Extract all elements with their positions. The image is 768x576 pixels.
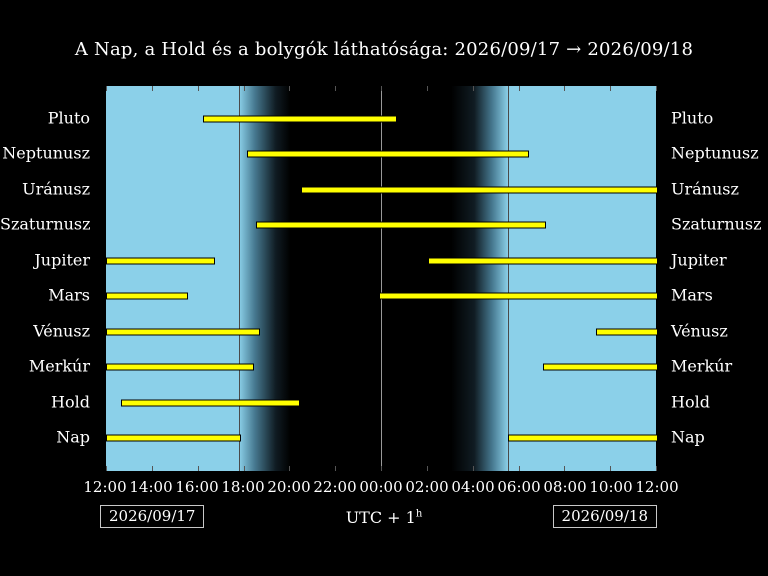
visibility-bar-nap bbox=[508, 434, 658, 442]
x-axis-tick-label: 06:00 bbox=[497, 478, 541, 496]
axis-tick-top bbox=[106, 86, 107, 91]
axis-tick-bottom bbox=[472, 466, 474, 471]
visibility-bar-neptunusz bbox=[246, 150, 529, 158]
axis-tick-bottom bbox=[335, 466, 337, 471]
visibility-bar-uránusz bbox=[300, 186, 658, 193]
timezone-superscript: h bbox=[415, 508, 423, 520]
left-row-label-hold: Hold bbox=[51, 392, 90, 411]
midnight-line bbox=[381, 86, 382, 471]
x-axis-tick-label: 12:00 bbox=[635, 478, 679, 496]
axis-tick-bottom bbox=[289, 466, 291, 471]
visibility-bar-vénusz bbox=[106, 328, 261, 335]
axis-tick-top bbox=[381, 86, 382, 91]
visibility-bar-hold bbox=[120, 399, 301, 406]
sunset-line bbox=[238, 86, 240, 471]
axis-tick-bottom bbox=[426, 466, 428, 471]
left-row-label-uránusz: Uránusz bbox=[22, 179, 90, 198]
sunrise-line bbox=[508, 86, 510, 471]
axis-tick-bottom bbox=[106, 466, 107, 471]
visibility-bar-merkúr bbox=[106, 363, 254, 371]
right-row-label-uránusz: Uránusz bbox=[671, 179, 739, 198]
visibility-bar-mars bbox=[378, 292, 658, 300]
right-row-label-mars: Mars bbox=[671, 285, 713, 305]
x-axis-tick-label: 14:00 bbox=[129, 478, 173, 496]
axis-tick-top bbox=[610, 86, 612, 91]
axis-tick-bottom bbox=[610, 466, 612, 471]
left-row-label-mars: Mars bbox=[48, 285, 90, 305]
visibility-bar-mars bbox=[106, 292, 189, 300]
left-row-labels: Pluto Neptunusz Uránusz Szaturnusz Jupiter Ma… bbox=[0, 85, 97, 472]
visibility-bar-nap bbox=[106, 434, 241, 442]
left-row-label-jupiter: Jupiter bbox=[34, 250, 90, 269]
axis-tick-top bbox=[656, 86, 657, 91]
visibility-bar-jupiter bbox=[106, 257, 215, 264]
right-row-label-neptunusz: Neptunusz bbox=[671, 143, 759, 163]
right-row-label-merkúr: Merkúr bbox=[671, 356, 733, 376]
x-axis-tick-label: 16:00 bbox=[175, 478, 219, 496]
axis-tick-top bbox=[472, 86, 474, 91]
axis-tick-bottom bbox=[564, 466, 566, 471]
axis-tick-top bbox=[243, 86, 245, 91]
axis-tick-top bbox=[426, 86, 428, 91]
x-axis-tick-label: 04:00 bbox=[451, 478, 495, 496]
right-row-label-vénusz: Vénusz bbox=[671, 321, 728, 340]
axis-tick-bottom bbox=[518, 466, 520, 471]
axis-tick-top bbox=[335, 86, 337, 91]
axis-tick-top bbox=[197, 86, 199, 91]
left-row-label-neptunusz: Neptunusz bbox=[2, 143, 90, 163]
axis-tick-bottom bbox=[197, 466, 199, 471]
axis-tick-bottom bbox=[381, 466, 382, 471]
date-box-start: 2026/09/17 bbox=[100, 505, 205, 528]
left-row-label-vénusz: Vénusz bbox=[33, 321, 90, 340]
x-axis-labels: 12:00 14:00 16:00 18:00 20:00 22:00 00:00 02:00… bbox=[83, 478, 678, 498]
date-box-end: 2026/09/18 bbox=[552, 505, 657, 528]
timezone-label: UTC + 1h bbox=[0, 508, 768, 527]
x-axis-tick-label: 10:00 bbox=[589, 478, 633, 496]
left-row-label-pluto: Pluto bbox=[47, 108, 90, 127]
left-row-label-nap: Nap bbox=[56, 427, 90, 447]
visibility-bar-szaturnusz bbox=[256, 221, 546, 229]
timezone-text: UTC + 1 bbox=[345, 508, 416, 527]
x-axis-tick-label: 00:00 bbox=[359, 478, 403, 496]
plot-area bbox=[105, 85, 658, 472]
right-row-label-hold: Hold bbox=[671, 392, 710, 411]
visibility-bar-vénusz bbox=[596, 328, 658, 335]
visibility-bar-jupiter bbox=[427, 257, 658, 264]
right-row-label-nap: Nap bbox=[671, 427, 705, 447]
axis-tick-top bbox=[564, 86, 566, 91]
right-row-label-pluto: Pluto bbox=[671, 108, 714, 127]
axis-tick-bottom bbox=[243, 466, 245, 471]
right-row-labels: Pluto Neptunusz Uránusz Szaturnusz Jupiter Ma… bbox=[664, 85, 768, 472]
axis-tick-bottom bbox=[151, 466, 153, 471]
axis-tick-top bbox=[151, 86, 153, 91]
visibility-bar-pluto bbox=[203, 115, 397, 122]
x-axis-tick-label: 12:00 bbox=[83, 478, 127, 496]
x-axis-tick-label: 18:00 bbox=[221, 478, 265, 496]
axis-tick-top bbox=[518, 86, 520, 91]
visibility-bar-merkúr bbox=[542, 363, 658, 371]
x-axis-tick-label: 02:00 bbox=[405, 478, 449, 496]
axis-tick-top bbox=[289, 86, 291, 91]
left-row-label-merkúr: Merkúr bbox=[28, 356, 90, 376]
x-axis-tick-label: 22:00 bbox=[313, 478, 357, 496]
right-row-label-szaturnusz: Szaturnusz bbox=[671, 214, 762, 234]
chart-title: A Nap, a Hold és a bolygók láthatósága: … bbox=[74, 39, 694, 60]
axis-tick-bottom bbox=[656, 466, 657, 471]
x-axis-tick-label: 08:00 bbox=[543, 478, 587, 496]
right-row-label-jupiter: Jupiter bbox=[671, 250, 727, 269]
left-row-label-szaturnusz: Szaturnusz bbox=[0, 214, 91, 234]
x-axis-tick-label: 20:00 bbox=[267, 478, 311, 496]
